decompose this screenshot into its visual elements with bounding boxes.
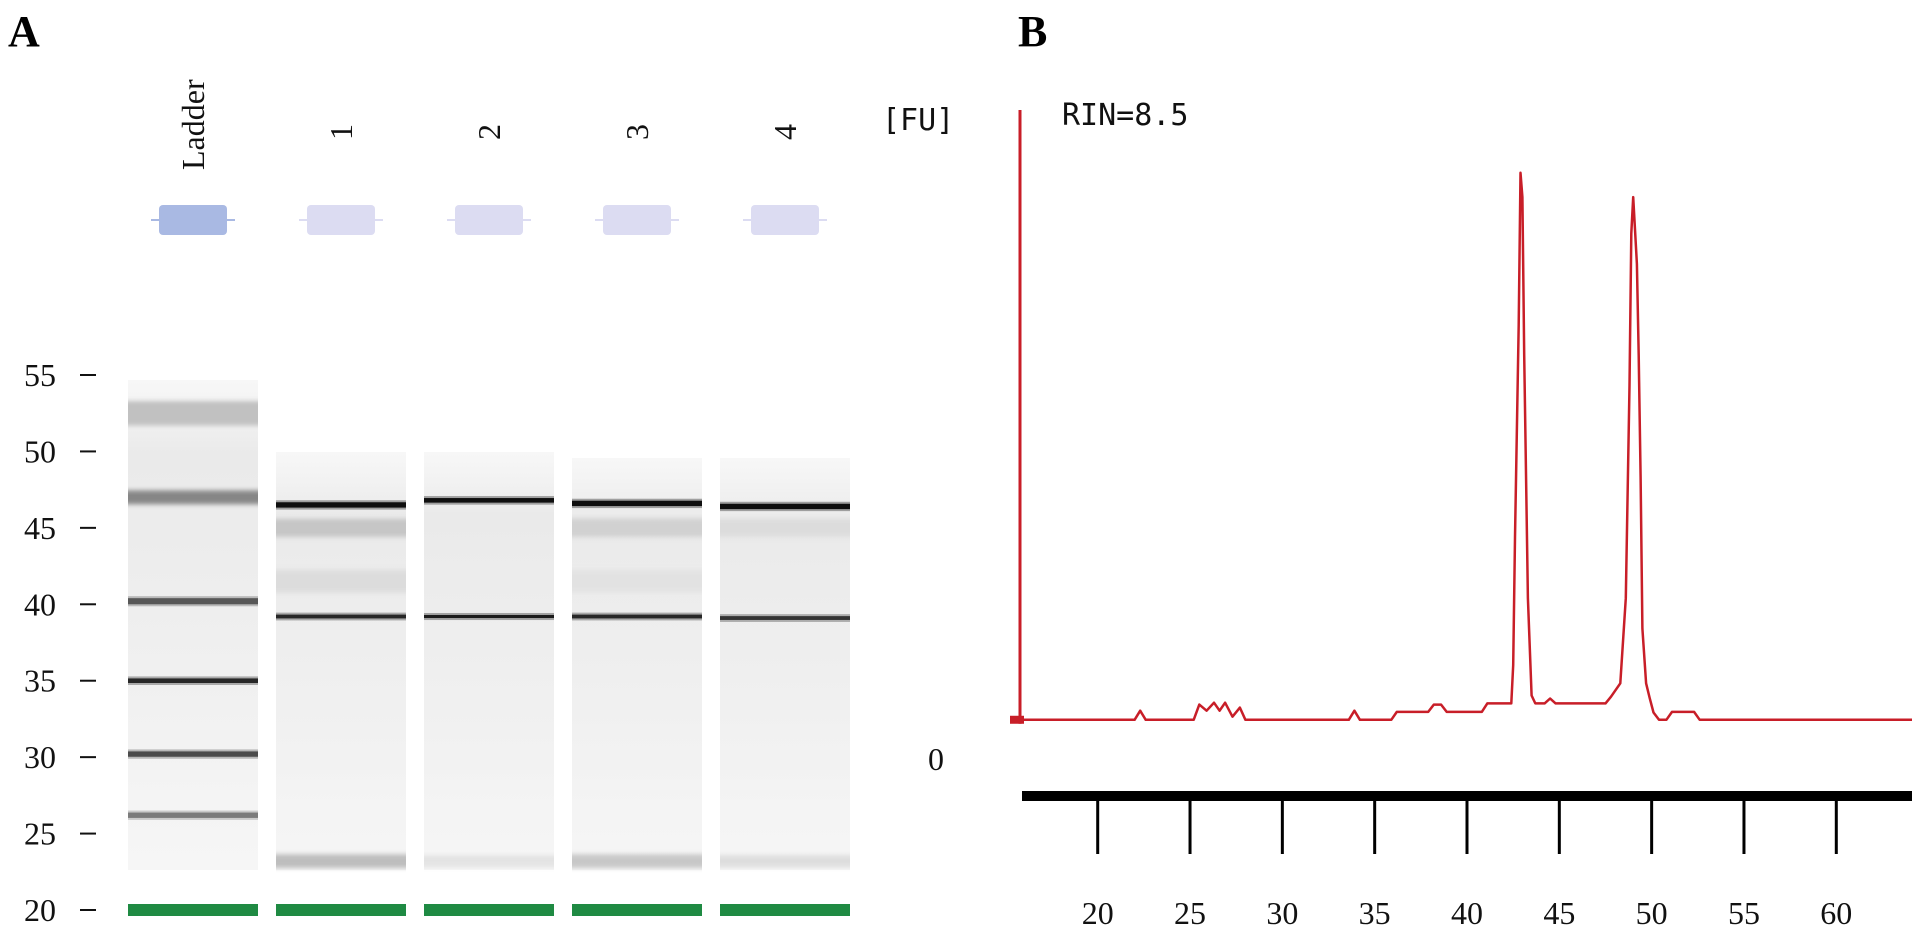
- x-tick-label: 60: [1820, 895, 1852, 930]
- lane-label: Ladder: [175, 79, 211, 170]
- electropherogram-panel: [FU] RIN=8.5 0 20 25 30 35 40 45 50 55 60: [882, 98, 1912, 930]
- gel-y-tick-label: 40: [24, 586, 56, 622]
- gel-band: [424, 614, 554, 619]
- gel-band: [720, 503, 850, 510]
- x-tick-label: 45: [1543, 895, 1575, 930]
- x-tick-label: 30: [1266, 895, 1298, 930]
- y-axis-label: [FU]: [882, 103, 954, 138]
- x-tick-label: 50: [1636, 895, 1668, 930]
- x-tick-label: 40: [1451, 895, 1483, 930]
- gel-band: [572, 518, 702, 538]
- gel-band: [128, 598, 258, 605]
- gel-y-tick-label: 30: [24, 739, 56, 775]
- gel-band: [572, 614, 702, 619]
- gel-y-tick-label: 45: [24, 510, 56, 546]
- gel-band: [720, 854, 850, 868]
- x-tick-label: 25: [1174, 895, 1206, 930]
- gel-band: [424, 854, 554, 868]
- marker-band: [128, 904, 258, 916]
- gel-band: [128, 812, 258, 818]
- gel-band: [276, 614, 406, 619]
- marker-band: [276, 904, 406, 916]
- gel-y-tick-label: 35: [24, 663, 56, 699]
- gel-band: [128, 678, 258, 684]
- gel-band: [276, 502, 406, 508]
- lane-label: 2: [471, 124, 507, 140]
- gel-band: [128, 751, 258, 757]
- gel-band: [128, 490, 258, 505]
- lane-label: 4: [767, 124, 803, 140]
- gel-band: [720, 518, 850, 538]
- gel-y-tick-label: 50: [24, 433, 56, 469]
- panel-b-letter: B: [1018, 7, 1048, 56]
- gel-y-tick-label: 25: [24, 816, 56, 852]
- y-tick-label: 0: [928, 741, 944, 777]
- marker-band: [720, 904, 850, 916]
- gel-band: [572, 500, 702, 507]
- gel-band: [572, 569, 702, 593]
- gel-band: [276, 854, 406, 868]
- gel-y-tick-label: 20: [24, 892, 56, 928]
- panel-a-letter: A: [8, 7, 40, 56]
- gel-band: [128, 400, 258, 426]
- x-tick-label: 20: [1082, 895, 1114, 930]
- gel-band: [720, 616, 850, 620]
- marker-band: [572, 904, 702, 916]
- lane-label: 1: [323, 124, 359, 140]
- gel-y-tick-label: 55: [24, 357, 56, 393]
- gel-panel: 55 50 45 40 35 30 25 20 Ladder 1 2 3 4: [24, 79, 850, 928]
- gel-band: [572, 854, 702, 868]
- lane-background: [128, 380, 258, 870]
- lane-background: [424, 452, 554, 870]
- gel-band: [276, 569, 406, 593]
- marker-band: [424, 904, 554, 916]
- rin-annotation: RIN=8.5: [1062, 98, 1188, 133]
- electropherogram-trace: [1022, 171, 1912, 722]
- gel-band: [276, 518, 406, 538]
- x-tick-label: 35: [1359, 895, 1391, 930]
- gel-band: [424, 498, 554, 503]
- lane-background: [276, 452, 406, 870]
- lane-label: 3: [619, 124, 655, 140]
- x-tick-label: 55: [1728, 895, 1760, 930]
